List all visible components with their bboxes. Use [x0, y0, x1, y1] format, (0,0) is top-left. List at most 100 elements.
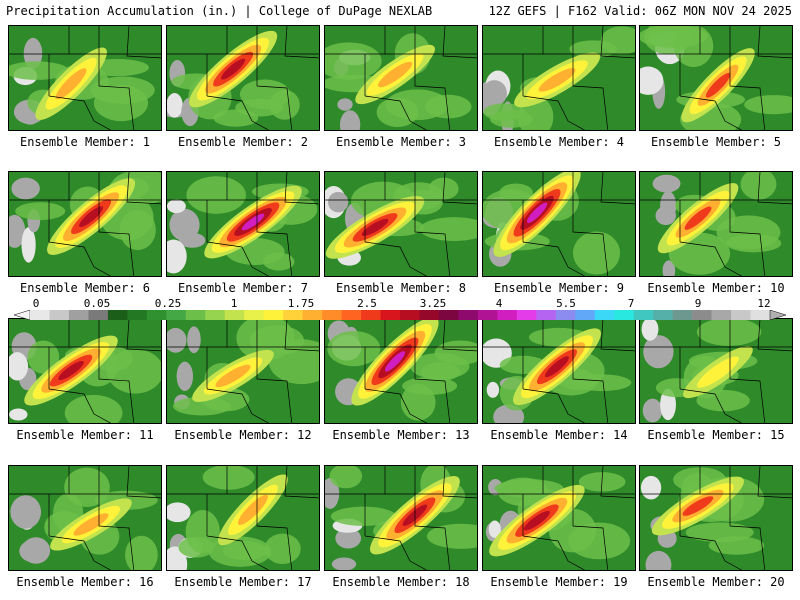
dry-area [21, 227, 36, 263]
precip-field [325, 172, 477, 276]
colorbar-tick-label: 3.25 [419, 297, 447, 310]
ensemble-member-map [324, 171, 478, 277]
ensemble-member-label: Ensemble Member: 10 [647, 281, 785, 295]
colorbar-swatch [146, 310, 167, 320]
state-border [442, 466, 477, 499]
colorbar-swatch [107, 310, 128, 320]
dry-area [488, 520, 501, 538]
dry-area [662, 260, 676, 276]
state-border [572, 172, 609, 276]
dry-area [640, 66, 664, 95]
precip-contour [55, 68, 87, 100]
precip-field [640, 172, 792, 276]
state-border [729, 466, 766, 570]
precip-area [419, 217, 477, 242]
precip-area [125, 535, 158, 570]
state-border [256, 319, 293, 423]
colorbar-swatch [692, 310, 712, 320]
state-border [48, 535, 112, 570]
dry-area [337, 98, 353, 111]
ensemble-member-label: Ensemble Member: 2 [177, 135, 309, 149]
precip-area [9, 61, 69, 80]
dry-area [9, 214, 26, 248]
state-border [364, 388, 428, 423]
ensemble-member-label: Ensemble Member: 7 [177, 281, 309, 295]
precip-area [264, 533, 301, 564]
state-border [522, 95, 586, 130]
chart-title: Precipitation Accumulation (in.) | Colle… [6, 4, 433, 18]
ensemble-member-label: Ensemble Member: 15 [647, 428, 785, 442]
dry-area [21, 537, 51, 564]
precip-area [222, 541, 267, 561]
precip-field [325, 466, 477, 570]
state-border [256, 172, 293, 276]
ensemble-member-map [166, 171, 320, 277]
state-border [729, 319, 766, 423]
precip-area [330, 506, 397, 526]
colorbar-swatch [438, 310, 459, 320]
dry-area [23, 37, 43, 70]
dry-area [9, 408, 28, 421]
ensemble-member-map [8, 465, 162, 571]
dry-area [331, 557, 357, 570]
state-border [679, 388, 743, 423]
state-border [572, 319, 609, 423]
colorbar-swatch [575, 310, 596, 320]
colorbar-swatch [30, 310, 50, 320]
ensemble-member-map [324, 318, 478, 424]
state-border [522, 241, 586, 276]
dry-area [328, 191, 349, 213]
colorbar-swatch [711, 310, 732, 320]
state-border [757, 172, 792, 205]
colorbar-tick-label: 4 [495, 297, 503, 310]
precip-area [186, 176, 246, 214]
ensemble-member-label: Ensemble Member: 17 [174, 575, 312, 589]
colorbar-swatch [361, 310, 381, 320]
precip-contour [378, 61, 413, 88]
ensemble-member-map [482, 318, 636, 424]
dry-area [176, 361, 194, 391]
precip-area [569, 40, 617, 58]
precip-area [64, 394, 123, 423]
state-border [98, 466, 135, 570]
state-border [206, 95, 270, 130]
state-border [442, 26, 477, 59]
ensemble-member-label: Ensemble Member: 18 [332, 575, 470, 589]
precip-area [15, 202, 66, 221]
ensemble-member-label: Ensemble Member: 11 [16, 428, 154, 442]
state-border [679, 95, 743, 130]
ensemble-member-map [324, 25, 478, 131]
precip-field [483, 466, 635, 570]
precip-contour [221, 58, 246, 80]
precip-contour [705, 72, 731, 98]
state-border [757, 319, 792, 352]
precip-area [410, 352, 470, 380]
state-border [98, 172, 135, 276]
colorbar-swatch [594, 310, 615, 320]
precip-field [9, 319, 161, 423]
run-info: 12Z GEFS | F162 Valid: 06Z MON NOV 24 20… [488, 4, 792, 18]
ensemble-member-map [639, 465, 793, 571]
precip-area [325, 42, 382, 80]
colorbar-arrow-right [769, 310, 786, 320]
state-border [284, 172, 319, 205]
dry-area [167, 502, 191, 523]
colorbar-swatch [497, 310, 518, 320]
colorbar-swatch [653, 310, 673, 320]
precip-area [696, 389, 750, 412]
precip-area [426, 523, 477, 549]
state-border [364, 535, 428, 570]
precip-field [167, 172, 319, 276]
state-border [600, 319, 635, 352]
dry-area [339, 110, 361, 130]
colorbar-swatch [555, 310, 576, 320]
colorbar-swatch [614, 310, 634, 320]
ensemble-member-map [324, 465, 478, 571]
precip-area [497, 477, 549, 507]
precip-contour [526, 202, 548, 223]
ensemble-member-map [8, 25, 162, 131]
precip-contour [697, 356, 739, 388]
precip-contour [384, 351, 406, 372]
ensemble-member-label: Ensemble Member: 12 [174, 428, 312, 442]
ensemble-member-map [639, 318, 793, 424]
